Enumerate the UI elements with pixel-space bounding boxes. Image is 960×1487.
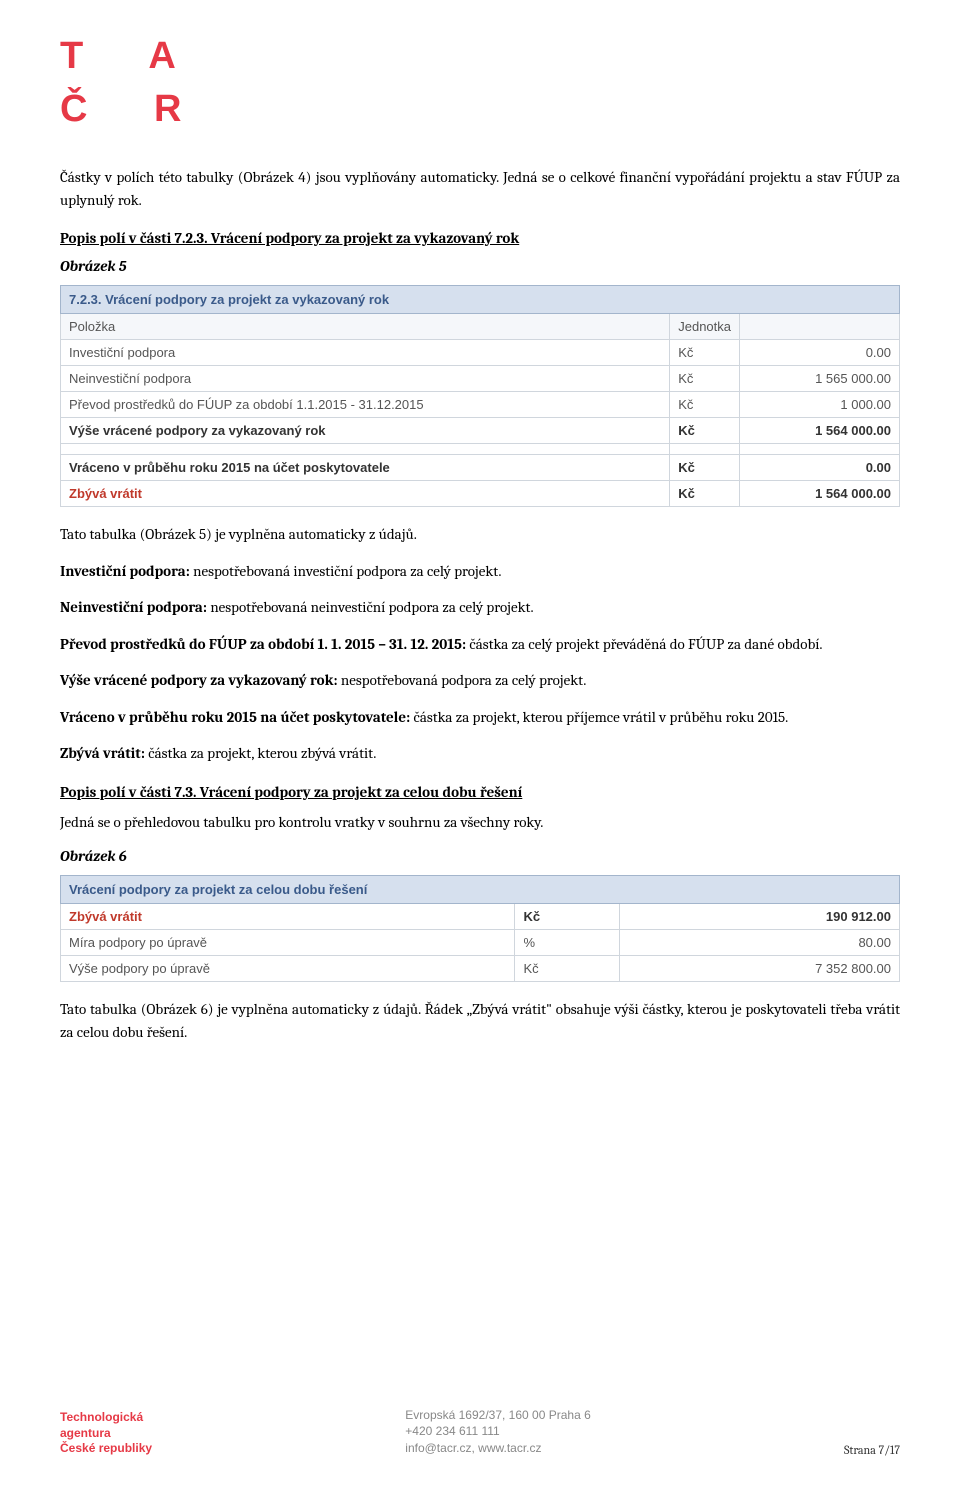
- cell-unit: Kč: [670, 392, 740, 418]
- table-row: Neinvestiční podpora Kč 1 565 000.00: [61, 366, 900, 392]
- paragraph-vraceno: Vráceno v průběhu roku 2015 na účet posk…: [60, 706, 900, 729]
- table-723-col-item: Položka: [61, 314, 670, 340]
- cell-unit: Kč: [670, 418, 740, 444]
- cell-label: Investiční podpora: [61, 340, 670, 366]
- table-row: Míra podpory po úpravě % 80.00: [61, 930, 900, 956]
- term-vyse: Výše vrácené podpory za vykazovaný rok:: [60, 671, 338, 689]
- table-row: Výše podpory po úpravě Kč 7 352 800.00: [61, 956, 900, 982]
- cell-val: 1 564 000.00: [740, 418, 900, 444]
- paragraph-investicni: Investiční podpora: nespotřebovaná inves…: [60, 560, 900, 583]
- table-723-title: 7.2.3. Vrácení podpory za projekt za vyk…: [61, 286, 900, 314]
- table-spacer: [61, 444, 900, 455]
- cell-val: 7 352 800.00: [620, 956, 900, 982]
- table-row: Výše vrácené podpory za vykazovaný rok K…: [61, 418, 900, 444]
- paragraph-neinvesticni: Neinvestiční podpora: nespotřebovaná nei…: [60, 596, 900, 619]
- table-723: 7.2.3. Vrácení podpory za projekt za vyk…: [60, 285, 900, 507]
- desc-zbyva: částka za projekt, kterou zbývá vrátit.: [145, 744, 376, 762]
- logo-line1: T A: [60, 30, 900, 83]
- cell-unit: Kč: [670, 366, 740, 392]
- paragraph-prevod: Převod prostředků do FÚUP za období 1. 1…: [60, 633, 900, 656]
- paragraph-table6-note: Tato tabulka (Obrázek 6) je vyplněna aut…: [60, 998, 900, 1043]
- cell-label: Výše podpory po úpravě: [61, 956, 515, 982]
- section-723-title: Popis polí v části 7.2.3. Vrácení podpor…: [60, 229, 900, 247]
- paragraph-zbyva: Zbývá vrátit: částka za projekt, kterou …: [60, 742, 900, 765]
- term-neinvesticni: Neinvestiční podpora:: [60, 598, 207, 616]
- cell-val: 80.00: [620, 930, 900, 956]
- cell-label: Výše vrácené podpory za vykazovaný rok: [61, 418, 670, 444]
- cell-val: 0.00: [740, 455, 900, 481]
- table-723-col-unit: Jednotka: [670, 314, 740, 340]
- cell-label: Vráceno v průběhu roku 2015 na účet posk…: [61, 455, 670, 481]
- footer-org-line2: agentura: [60, 1426, 152, 1442]
- cell-val: 0.00: [740, 340, 900, 366]
- cell-val: 1 000.00: [740, 392, 900, 418]
- cell-val: 1 565 000.00: [740, 366, 900, 392]
- table-row: Převod prostředků do FÚUP za období 1.1.…: [61, 392, 900, 418]
- cell-label: Neinvestiční podpora: [61, 366, 670, 392]
- cell-unit: Kč: [515, 904, 620, 930]
- footer-org-line3: České republiky: [60, 1441, 152, 1457]
- cell-unit: Kč: [670, 455, 740, 481]
- footer-org-line1: Technologická: [60, 1410, 152, 1426]
- section-73-title: Popis polí v části 7.3. Vrácení podpory …: [60, 783, 900, 801]
- paragraph-intro: Částky v polích této tabulky (Obrázek 4)…: [60, 166, 900, 211]
- desc-vyse: nespotřebovaná podpora za celý projekt.: [338, 671, 587, 689]
- footer-page-number: Strana 7/17: [844, 1443, 900, 1457]
- figure6-caption: Obrázek 6: [60, 847, 900, 865]
- cell-label: Převod prostředků do FÚUP za období 1.1.…: [61, 392, 670, 418]
- paragraph-vyse: Výše vrácené podpory za vykazovaný rok: …: [60, 669, 900, 692]
- term-vraceno: Vráceno v průběhu roku 2015 na účet posk…: [60, 708, 410, 726]
- term-prevod: Převod prostředků do FÚUP za období 1. 1…: [60, 635, 466, 653]
- table-row: Zbývá vrátit Kč 190 912.00: [61, 904, 900, 930]
- desc-vraceno: částka za projekt, kterou příjemce vráti…: [410, 708, 788, 726]
- figure5-caption: Obrázek 5: [60, 257, 900, 275]
- cell-unit: Kč: [515, 956, 620, 982]
- cell-unit: Kč: [670, 340, 740, 366]
- table-73-title: Vrácení podpory za projekt za celou dobu…: [61, 876, 900, 904]
- desc-prevod: částka za celý projekt převáděná do FÚUP…: [466, 635, 822, 653]
- desc-neinvesticni: nespotřebovaná neinvestiční podpora za c…: [207, 598, 534, 616]
- cell-label: Zbývá vrátit: [61, 481, 670, 507]
- footer-address: Evropská 1692/37, 160 00 Praha 6 +420 23…: [405, 1407, 590, 1457]
- footer-addr-line2: +420 234 611 111: [405, 1423, 590, 1440]
- footer-org: Technologická agentura České republiky: [60, 1410, 152, 1457]
- cell-val: 190 912.00: [620, 904, 900, 930]
- cell-unit: %: [515, 930, 620, 956]
- table-row: Investiční podpora Kč 0.00: [61, 340, 900, 366]
- table-row: Vráceno v průběhu roku 2015 na účet posk…: [61, 455, 900, 481]
- table-row: Zbývá vrátit Kč 1 564 000.00: [61, 481, 900, 507]
- page-footer: Technologická agentura České republiky E…: [60, 1407, 900, 1457]
- paragraph-73-intro: Jedná se o přehledovou tabulku pro kontr…: [60, 811, 900, 834]
- cell-label: Míra podpory po úpravě: [61, 930, 515, 956]
- cell-label: Zbývá vrátit: [61, 904, 515, 930]
- term-investicni: Investiční podpora:: [60, 562, 190, 580]
- footer-addr-line3: info@tacr.cz, www.tacr.cz: [405, 1440, 590, 1457]
- cell-unit: Kč: [670, 481, 740, 507]
- logo: T A Č R: [60, 30, 900, 136]
- cell-val: 1 564 000.00: [740, 481, 900, 507]
- footer-addr-line1: Evropská 1692/37, 160 00 Praha 6: [405, 1407, 590, 1424]
- desc-investicni: nespotřebovaná investiční podpora za cel…: [190, 562, 502, 580]
- logo-line2: Č R: [60, 83, 900, 136]
- table-73: Vrácení podpory za projekt za celou dobu…: [60, 875, 900, 982]
- paragraph-table5-note: Tato tabulka (Obrázek 5) je vyplněna aut…: [60, 523, 900, 546]
- table-723-col-val: [740, 314, 900, 340]
- term-zbyva: Zbývá vrátit:: [60, 744, 145, 762]
